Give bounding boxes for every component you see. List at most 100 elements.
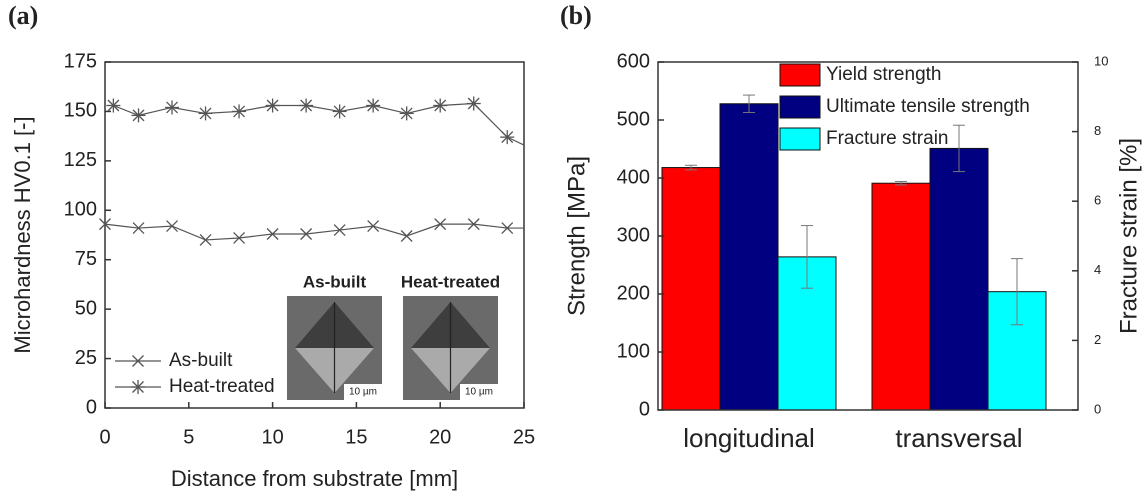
scale-box xyxy=(344,384,382,400)
x-tick-label: 20 xyxy=(429,426,451,448)
point xyxy=(232,104,247,119)
legend-label: Fracture strain xyxy=(826,128,948,149)
point xyxy=(266,228,279,240)
legend-label: Heat-treated xyxy=(169,376,275,397)
marker-stroke xyxy=(333,224,346,237)
point xyxy=(332,104,347,119)
y-tick-label: 50 xyxy=(75,297,97,319)
point xyxy=(165,100,180,115)
y2-tick-label: 0 xyxy=(1094,401,1101,416)
y2-tick-label: 4 xyxy=(1094,262,1101,277)
inset-title: As-built xyxy=(303,272,367,291)
y-tick-label: 500 xyxy=(617,108,650,130)
point xyxy=(299,98,314,113)
bar xyxy=(661,167,721,411)
plot-frame xyxy=(104,61,525,409)
legend-swatch xyxy=(779,63,821,87)
y-tick-label: 175 xyxy=(64,50,97,72)
y2-tick-label: 8 xyxy=(1094,123,1101,138)
marker-stroke xyxy=(132,355,144,367)
x-tick-label: 15 xyxy=(345,426,367,448)
y2-tick-label: 2 xyxy=(1094,332,1101,347)
x-tick-label: 25 xyxy=(513,426,535,448)
y-tick-label: 25 xyxy=(75,347,97,369)
point xyxy=(434,218,447,231)
bar xyxy=(719,103,779,411)
y2-tick-label: 6 xyxy=(1094,193,1101,208)
x-axis-title: Distance from substrate [mm] xyxy=(171,466,458,491)
marker-stroke xyxy=(99,218,111,231)
y2-axis-title: Fracture strain [%] xyxy=(1115,138,1142,334)
point xyxy=(433,98,448,113)
x-tick-label: 0 xyxy=(99,426,110,448)
y-tick-label: 200 xyxy=(617,282,650,304)
x-tick-label: longitudinal xyxy=(683,423,815,453)
point xyxy=(333,224,346,237)
scale-label: 10 µm xyxy=(349,387,377,398)
y-axis-title: Strength [MPa] xyxy=(563,156,590,316)
point xyxy=(467,218,480,231)
x-tick-label: 5 xyxy=(183,426,194,448)
legend-marker xyxy=(131,380,145,394)
point xyxy=(400,230,413,242)
series-line xyxy=(104,223,524,241)
point xyxy=(233,232,246,244)
marker-stroke xyxy=(199,233,212,246)
marker-stroke xyxy=(501,222,514,235)
y-tick-label: 75 xyxy=(75,248,97,270)
point xyxy=(198,106,213,121)
marker-stroke xyxy=(400,230,413,242)
legend-label: Ultimate tensile strength xyxy=(826,96,1030,117)
error-bar xyxy=(743,94,755,113)
marker-stroke xyxy=(434,218,447,231)
marker-stroke xyxy=(266,228,279,240)
point xyxy=(366,98,381,113)
inset-title: Heat-treated xyxy=(401,272,500,291)
y-tick-label: 400 xyxy=(617,166,650,188)
error-bar xyxy=(1011,258,1023,326)
point xyxy=(500,130,515,145)
bar xyxy=(871,182,931,411)
point xyxy=(466,96,481,111)
point xyxy=(199,233,212,246)
x-tick-label: 10 xyxy=(261,426,283,448)
legend-marker xyxy=(132,355,144,367)
y2-tick-label: 10 xyxy=(1094,53,1108,68)
marker-stroke xyxy=(300,228,313,240)
marker-stroke xyxy=(467,218,480,231)
legend-swatch xyxy=(779,127,821,151)
marker-stroke xyxy=(233,232,246,244)
error-bar xyxy=(685,164,697,171)
panel-label: (a) xyxy=(8,1,38,30)
error-bar xyxy=(801,225,813,289)
point xyxy=(265,98,280,113)
y-axis-title: Microhardness HV0.1 [-] xyxy=(10,116,35,353)
error-bar xyxy=(895,180,907,186)
marker-stroke xyxy=(367,220,380,233)
point xyxy=(166,220,178,233)
scale-box xyxy=(460,384,498,400)
x-tick-label: transversal xyxy=(895,423,1022,453)
legend-label: Yield strength xyxy=(826,64,941,85)
y-tick-label: 125 xyxy=(64,149,97,171)
y-tick-label: 0 xyxy=(639,398,650,420)
y-tick-label: 150 xyxy=(64,100,97,122)
point xyxy=(131,108,146,123)
bar xyxy=(929,147,989,411)
point xyxy=(399,106,414,121)
y-tick-label: 100 xyxy=(617,340,650,362)
point xyxy=(132,222,145,235)
scale-label: 10 µm xyxy=(465,387,493,398)
point xyxy=(367,220,380,233)
point xyxy=(106,98,121,113)
y-tick-label: 300 xyxy=(617,224,650,246)
y-tick-label: 600 xyxy=(617,50,650,72)
legend-swatch xyxy=(779,95,821,119)
point xyxy=(99,218,111,231)
legend-label: As-built xyxy=(169,350,233,371)
y-tick-label: 100 xyxy=(64,199,97,221)
y-tick-label: 0 xyxy=(86,396,97,418)
marker-stroke xyxy=(166,220,178,233)
point xyxy=(501,222,514,235)
point xyxy=(300,228,313,240)
